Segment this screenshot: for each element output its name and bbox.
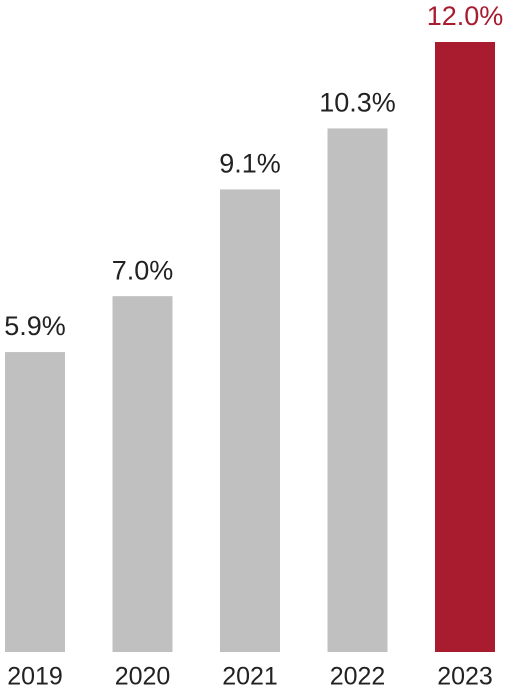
value-label: 5.9% <box>4 311 66 341</box>
value-label: 12.0% <box>427 1 504 31</box>
value-label: 9.1% <box>219 149 281 179</box>
value-label: 10.3% <box>319 88 396 118</box>
bar <box>435 42 495 652</box>
x-tick-label: 2022 <box>330 663 386 690</box>
bar <box>220 189 280 652</box>
value-label: 7.0% <box>112 255 174 285</box>
x-tick-label: 2020 <box>115 663 171 690</box>
x-tick-label: 2021 <box>222 663 278 690</box>
bar <box>5 352 65 652</box>
bar <box>327 128 388 652</box>
bar <box>112 296 173 652</box>
x-tick-label: 2019 <box>7 663 63 690</box>
x-tick-label: 2023 <box>437 663 493 690</box>
